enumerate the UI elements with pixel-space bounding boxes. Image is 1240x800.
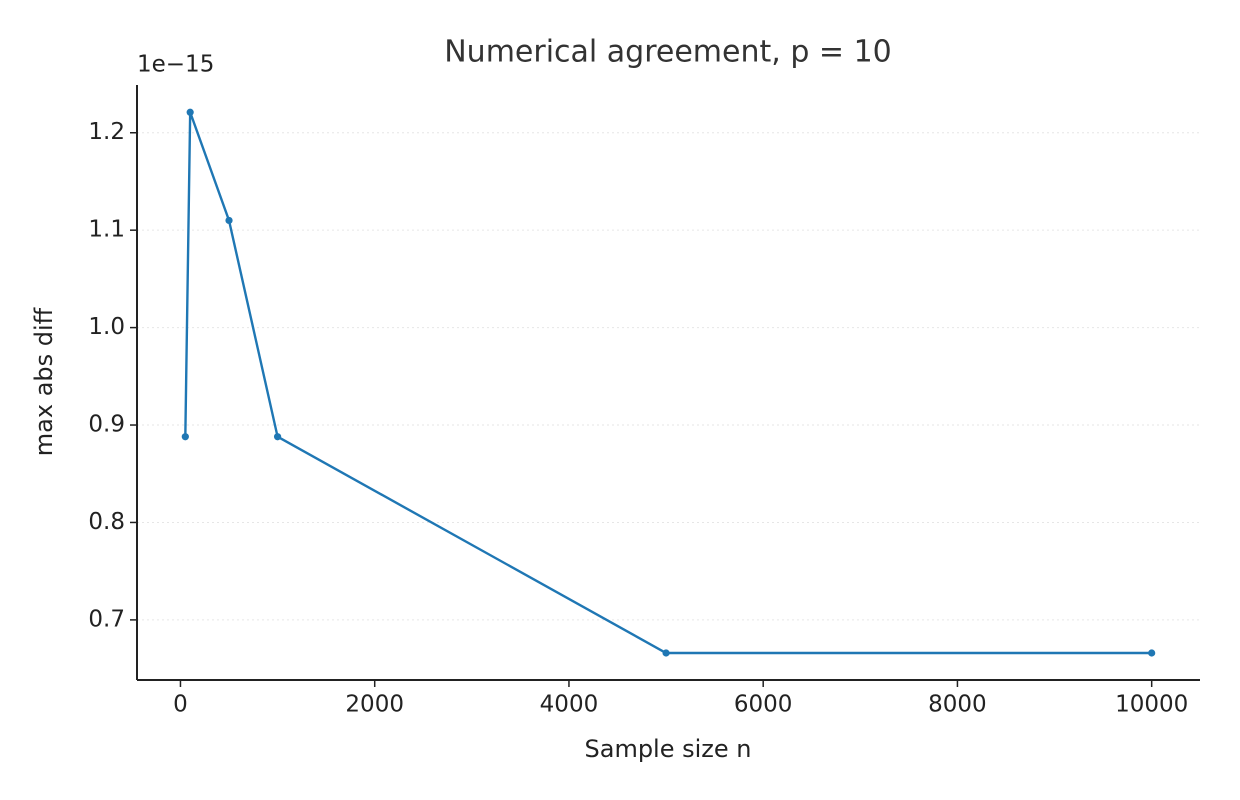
data-point	[1148, 649, 1156, 657]
data-point	[186, 108, 194, 116]
y-axis-label: max abs diff	[30, 307, 58, 456]
y-tick-label: 1.0	[88, 314, 125, 340]
x-tick-label: 6000	[734, 692, 793, 718]
x-tick-label: 10000	[1115, 692, 1188, 718]
x-tick-label: 0	[173, 692, 188, 718]
y-tick-label: 0.8	[88, 509, 125, 535]
y-tick-label: 1.2	[88, 119, 125, 145]
x-axis-label: Sample size n	[585, 735, 752, 763]
data-line	[184, 111, 1152, 655]
y-tick-label: 0.7	[88, 606, 125, 632]
y-offset-label: 1e−15	[137, 52, 214, 78]
data-point	[181, 433, 189, 441]
data-point	[225, 216, 233, 225]
y-tick-label: 1.1	[88, 217, 125, 243]
x-tick-label: 2000	[345, 692, 404, 718]
chart-title: Numerical agreement, p = 10	[444, 35, 892, 70]
data-point	[273, 433, 282, 441]
x-tick-label: 4000	[540, 692, 599, 718]
x-tick-label: 8000	[928, 692, 987, 718]
y-tick-label: 0.9	[88, 412, 125, 438]
data-point	[662, 649, 670, 657]
